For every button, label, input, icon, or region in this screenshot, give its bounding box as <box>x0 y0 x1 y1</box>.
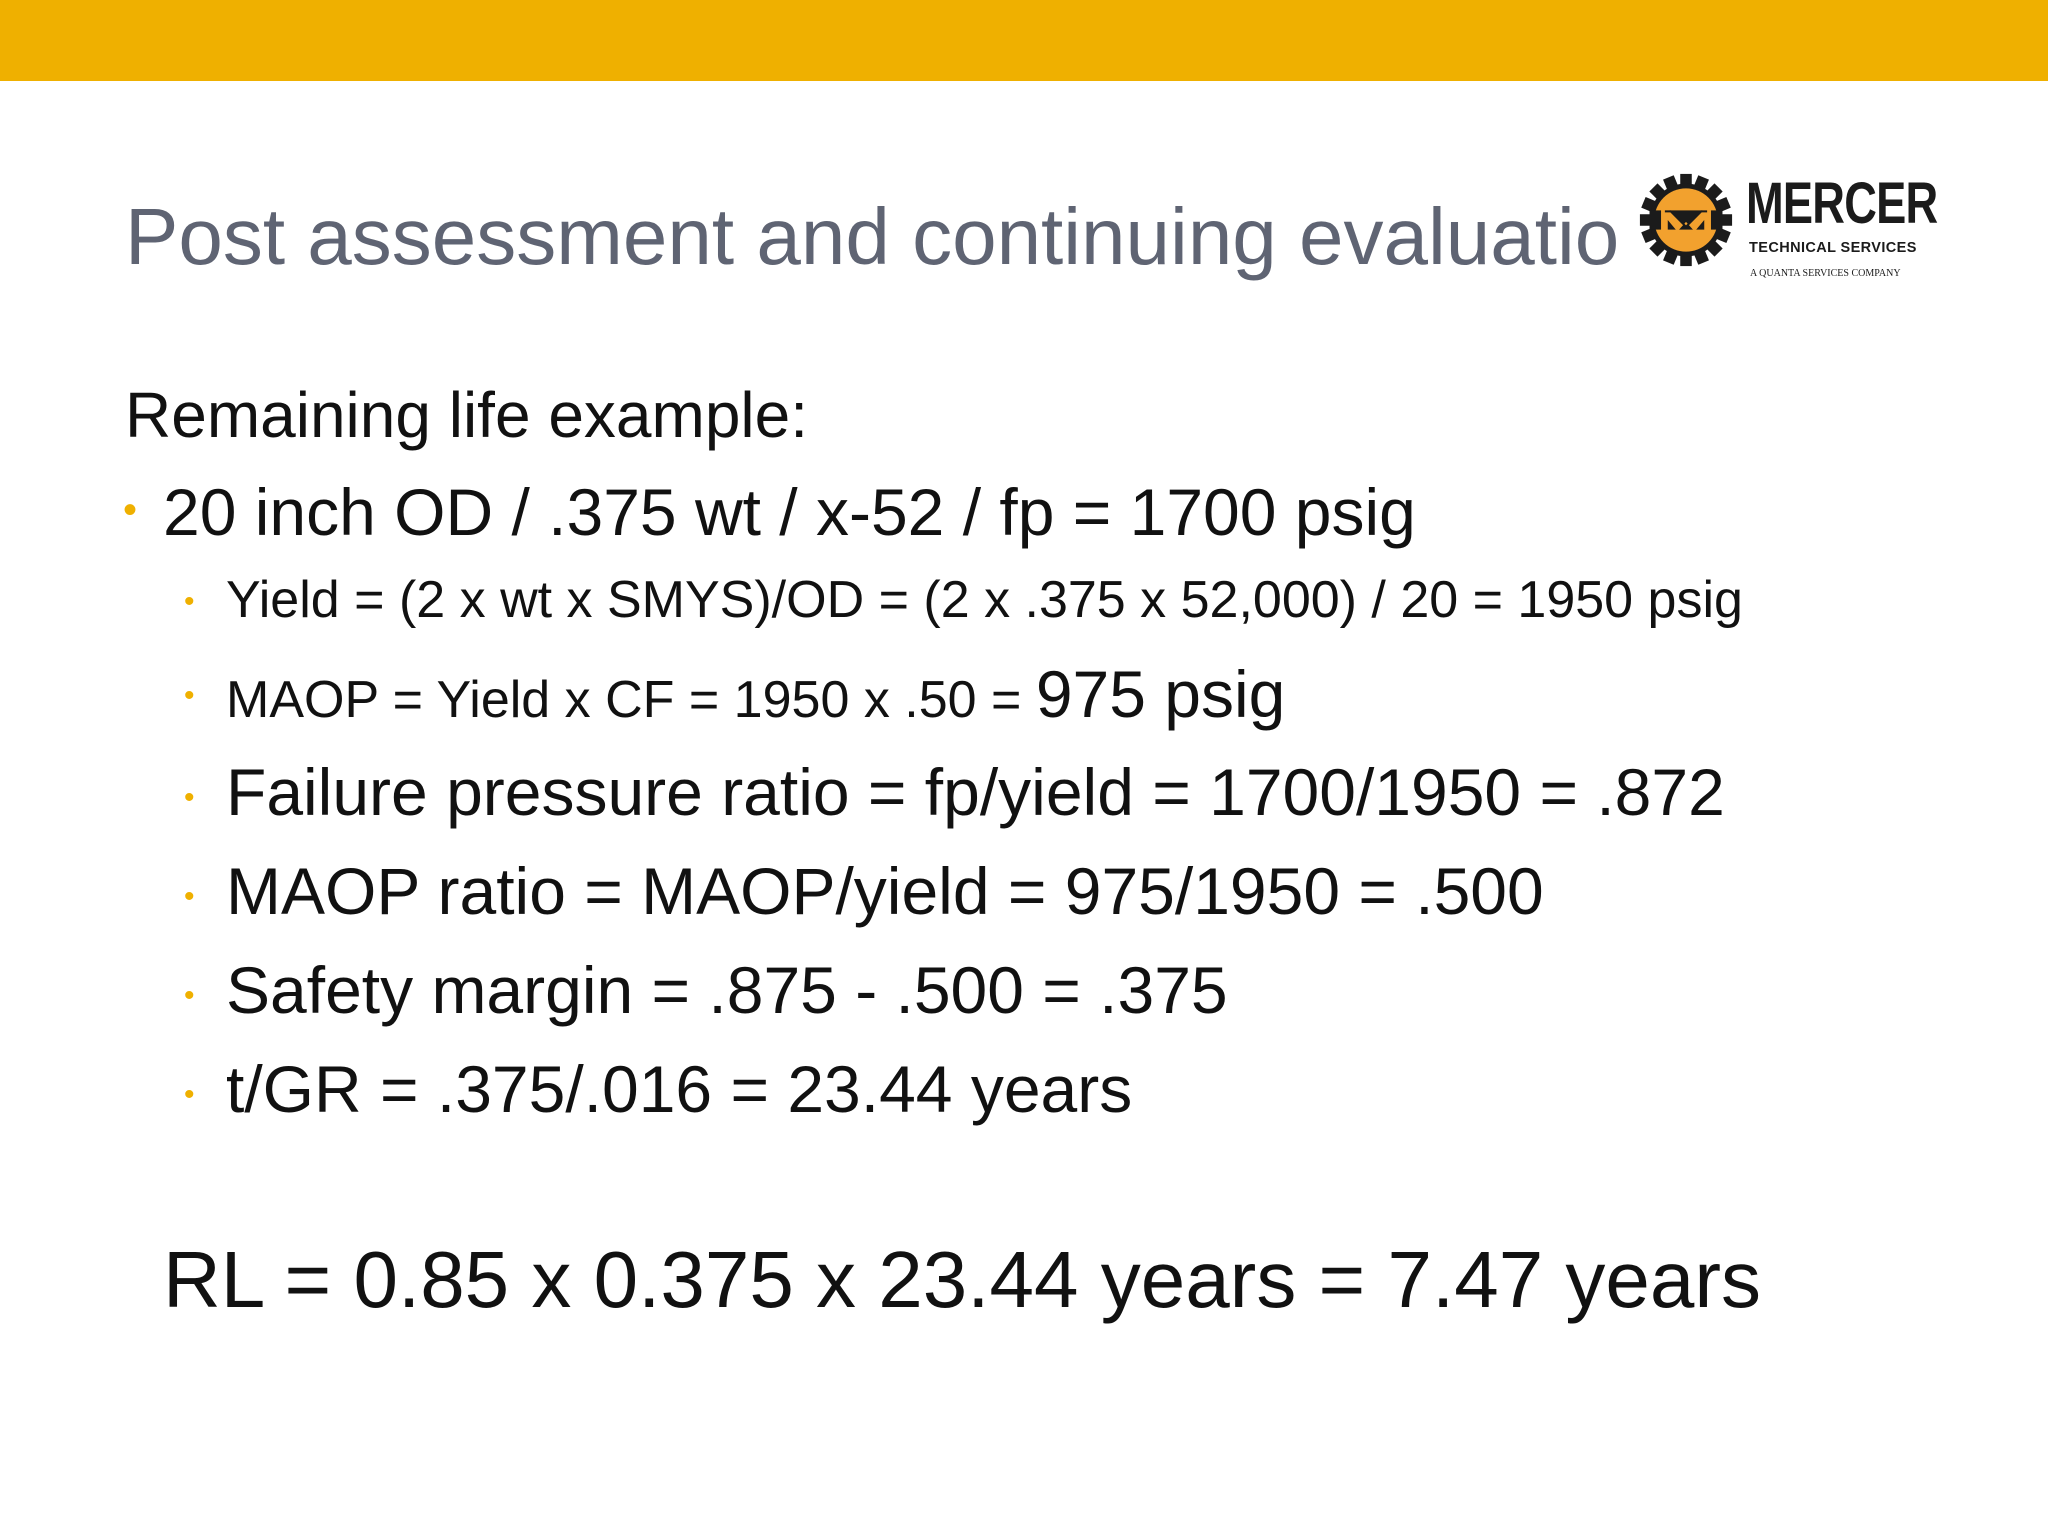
bullet-dot-icon: • <box>184 979 195 1012</box>
bullet-dot-icon: • <box>184 1078 195 1111</box>
company-logo: MERCER TECHNICAL SERVICES A QUANTA SERVI… <box>1632 168 1938 288</box>
sub-bullet-yield: • Yield = (2 x wt x SMYS)/OD = (2 x .375… <box>184 562 1743 638</box>
bullet-dot-icon: • <box>123 488 138 532</box>
bullet-dot-icon: • <box>184 781 195 814</box>
bullet-dot-icon: • <box>184 679 195 712</box>
top-accent-band <box>0 0 2048 81</box>
bullet-dot-icon: • <box>184 880 195 913</box>
sub-bullet-t-gr: • t/GR = .375/.016 = 23.44 years <box>184 1051 1133 1127</box>
sub-bullet-maop-ratio: • MAOP ratio = MAOP/yield = 975/1950 = .… <box>184 853 1544 929</box>
slide-title: Post assessment and continuing evaluatio… <box>125 192 1620 281</box>
main-bullet-text: 20 inch OD / .375 wt / x-52 / fp = 1700 … <box>163 475 1416 549</box>
sub-bullet-text: Yield = (2 x wt x SMYS)/OD = (2 x .375 x… <box>226 571 1743 629</box>
sub-bullet-maop: • MAOP = Yield x CF = 1950 x .50 = 975 p… <box>184 656 1286 738</box>
bullet-dot-icon: • <box>184 585 195 618</box>
sub-bullet-failure-ratio: • Failure pressure ratio = fp/yield = 17… <box>184 754 1725 830</box>
sub-bullet-text: Safety margin = .875 - .500 = .375 <box>226 953 1228 1027</box>
maop-value: 975 psig <box>1035 657 1286 731</box>
sub-bullet-text: MAOP ratio = MAOP/yield = 975/1950 = .50… <box>226 854 1544 928</box>
logo-wordmark: MERCER <box>1746 171 1938 236</box>
gear-logo-icon <box>1639 173 1733 267</box>
sub-bullet-safety-margin: • Safety margin = .875 - .500 = .375 <box>184 952 1228 1028</box>
remaining-life-result: RL = 0.85 x 0.375 x 23.44 years = 7.47 y… <box>163 1235 1762 1324</box>
sub-bullet-text: Failure pressure ratio = fp/yield = 1700… <box>226 755 1725 829</box>
sub-bullet-text: MAOP = Yield x CF = 1950 x .50 = <box>226 671 1036 729</box>
sub-bullet-text: t/GR = .375/.016 = 23.44 years <box>226 1052 1133 1126</box>
logo-subtitle: TECHNICAL SERVICES <box>1749 240 1917 256</box>
main-bullet: • 20 inch OD / .375 wt / x-52 / fp = 170… <box>123 474 1416 550</box>
logo-tagline: A QUANTA SERVICES COMPANY <box>1750 268 1901 279</box>
section-heading: Remaining life example: <box>125 379 808 451</box>
